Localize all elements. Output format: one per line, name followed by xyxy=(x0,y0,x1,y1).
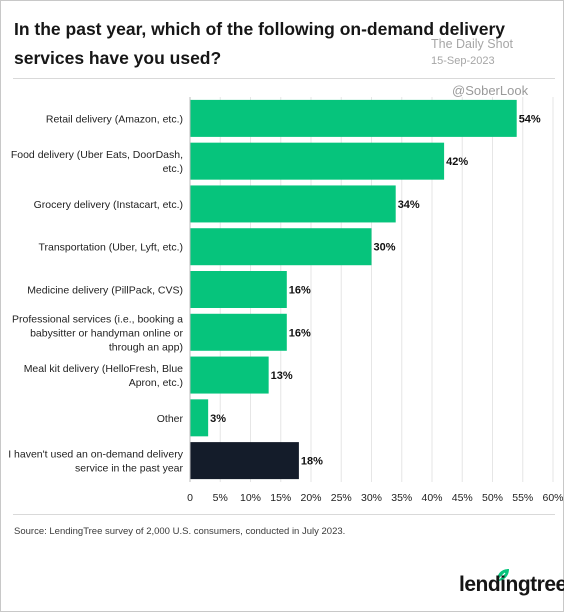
category-label: Other xyxy=(157,413,184,425)
data-label: 18% xyxy=(301,456,323,468)
category-label: Transportation (Uber, Lyft, etc.) xyxy=(38,242,183,254)
source-note: Source: LendingTree survey of 2,000 U.S.… xyxy=(14,526,346,537)
category-label: Grocery delivery (Instacart, etc.) xyxy=(34,199,183,211)
bar xyxy=(190,142,445,180)
x-tick-label: 25% xyxy=(331,492,352,504)
x-tick-label: 40% xyxy=(421,492,442,504)
x-tick-label: 35% xyxy=(391,492,412,504)
bar-chart: Retail delivery (Amazon, etc.) 54% Food de… xyxy=(8,97,563,504)
bar xyxy=(190,228,372,266)
data-label: 3% xyxy=(210,413,226,425)
x-tick-label: 55% xyxy=(512,492,533,504)
category-label: Food delivery (Uber Eats, DoorDash, etc.) xyxy=(11,149,183,175)
chart-title: In the past year, which of the following… xyxy=(14,19,506,68)
watermark-handle: @SoberLook xyxy=(452,83,529,98)
watermark: The Daily Shot 15-Sep-2023 xyxy=(431,36,513,70)
category-label: Retail delivery (Amazon, etc.) xyxy=(46,113,183,125)
data-label: 16% xyxy=(289,327,311,339)
x-tick-label: 10% xyxy=(240,492,261,504)
bar xyxy=(190,313,287,351)
category-label: Professional services (i.e., booking a ba… xyxy=(12,313,184,353)
bar xyxy=(190,185,396,223)
bar xyxy=(190,356,269,394)
bar xyxy=(190,399,209,437)
category-label: Medicine delivery (PillPack, CVS) xyxy=(27,285,183,297)
bottom-divider xyxy=(13,514,555,515)
bar xyxy=(190,442,299,480)
watermark-name: The Daily Shot xyxy=(431,37,513,51)
bar xyxy=(190,271,287,308)
x-tick-label: 50% xyxy=(482,492,503,504)
bar xyxy=(190,99,517,137)
data-label: 30% xyxy=(374,242,396,254)
brand-logo: lendingtree xyxy=(459,573,564,596)
watermark-date: 15-Sep-2023 xyxy=(431,55,495,67)
data-label: 16% xyxy=(289,285,311,297)
x-tick-label: 30% xyxy=(361,492,382,504)
x-tick-label: 60% xyxy=(542,492,563,504)
leaf-icon xyxy=(496,569,509,582)
data-label: 34% xyxy=(398,199,420,211)
top-divider xyxy=(13,78,555,79)
x-tick-label: 0 xyxy=(187,492,193,504)
data-label: 13% xyxy=(271,370,293,382)
category-label: Meal kit delivery (HelloFresh, Blue Apron… xyxy=(24,363,183,389)
data-label: 54% xyxy=(519,113,541,125)
x-tick-label: 20% xyxy=(300,492,321,504)
x-tick-label: 5% xyxy=(213,492,228,504)
x-tick-label: 15% xyxy=(270,492,291,504)
data-label: 42% xyxy=(446,156,468,168)
category-label: I haven't used an on-demand delivery serv… xyxy=(8,449,184,475)
x-tick-label: 45% xyxy=(452,492,473,504)
